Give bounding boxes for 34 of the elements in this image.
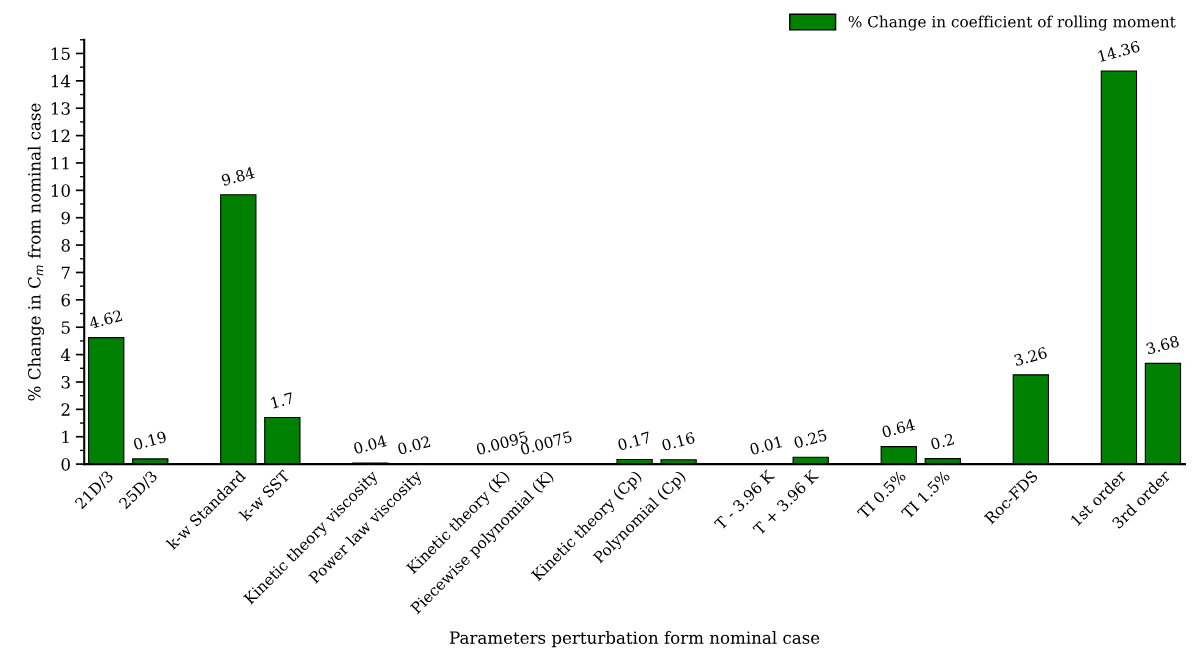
y-tick-label: 4	[60, 348, 71, 361]
data-label: 0.25	[793, 429, 828, 449]
data-label: 0.17	[617, 431, 652, 451]
y-tick-label: 9	[61, 211, 70, 225]
y-tick-label: 11	[51, 156, 69, 170]
x-axis-title: Parameters perturbation form nominal case	[449, 631, 820, 648]
y-tick-label: 2	[61, 403, 70, 416]
data-label: 14.36	[1097, 40, 1141, 63]
y-tick-label: 5	[61, 321, 70, 334]
legend-label: % Change in coefficient of rolling moment	[848, 15, 1176, 31]
data-label: 0.64	[881, 418, 916, 438]
data-label: 4.62	[88, 309, 123, 330]
y-tick-label: 6	[61, 293, 70, 307]
y-tick-label: 15	[51, 47, 70, 61]
y-tick-label: 13	[51, 102, 70, 115]
y-tick-label: 14	[51, 74, 71, 88]
y-tick-label: 0	[61, 458, 70, 471]
data-label: 0.01	[749, 436, 783, 456]
data-label: 0.02	[397, 435, 431, 455]
data-label: 3.26	[1013, 346, 1048, 367]
y-tick-label: 12	[51, 129, 70, 142]
data-label: 9.84	[220, 166, 256, 187]
y-tick-label: 8	[61, 239, 70, 252]
data-label: 0.19	[132, 430, 167, 451]
y-tick-label: 1	[62, 430, 69, 444]
data-label: 3.68	[1145, 335, 1180, 355]
y-tick-label: 10	[51, 184, 70, 197]
data-label: 1.7	[270, 391, 295, 409]
y-tick-label: 3	[61, 375, 70, 389]
data-label: 0.04	[353, 434, 388, 455]
data-label: 0.2	[930, 433, 955, 450]
y-axis-title: % Change in C$_{m}$ from nominal case	[27, 103, 45, 401]
y-tick-label: 7	[61, 266, 70, 279]
data-label: 0.16	[661, 431, 696, 452]
